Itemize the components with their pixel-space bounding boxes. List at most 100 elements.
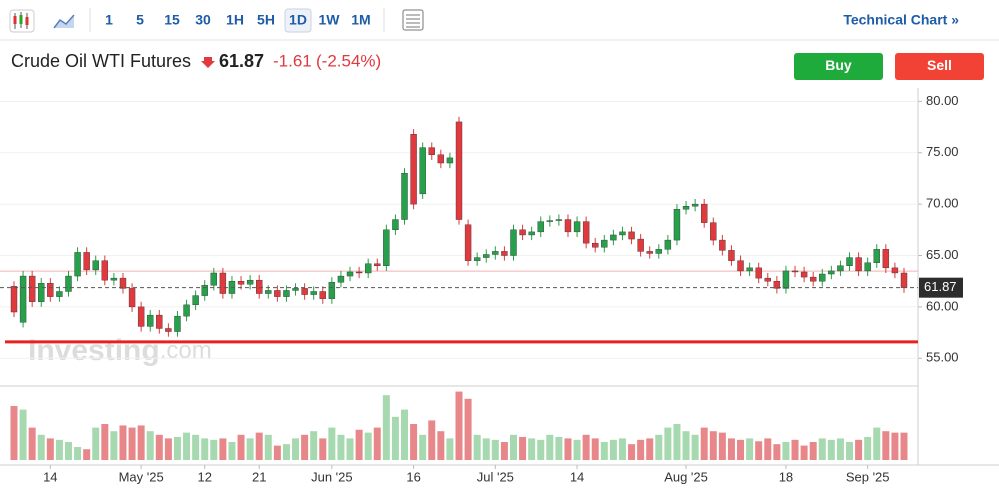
candle-body	[310, 291, 317, 295]
candle-body	[410, 134, 417, 205]
candle-body	[483, 254, 490, 258]
layout-icon[interactable]	[402, 9, 424, 31]
volume-bar	[428, 420, 436, 460]
area-icon[interactable]	[53, 14, 75, 29]
volume-bar	[401, 409, 409, 460]
watermark-brand: Investing	[28, 334, 160, 367]
candle-body	[219, 272, 227, 294]
candle-body	[10, 286, 18, 313]
interval-button[interactable]: 5H	[257, 12, 275, 28]
volume-bar	[55, 439, 63, 460]
candle-body	[510, 229, 517, 256]
candle-body	[156, 314, 163, 329]
interval-button[interactable]: 1H	[226, 12, 244, 28]
interval-button[interactable]: 5	[136, 12, 144, 28]
interval-button[interactable]: 15	[164, 12, 180, 28]
candle-icon[interactable]	[9, 9, 35, 33]
volume-bar	[509, 434, 517, 460]
candle-body	[92, 260, 99, 271]
candle-body	[828, 270, 835, 275]
candle-body	[74, 252, 81, 277]
y-tick-label: 80.00	[926, 93, 959, 108]
volume-bar	[582, 434, 590, 460]
candle-body	[383, 229, 390, 266]
candle-body	[401, 173, 408, 220]
volume-bar	[555, 436, 563, 460]
volume-bar	[800, 445, 808, 460]
candle-body	[174, 315, 181, 332]
watermark: Investing.com	[28, 334, 212, 367]
candle-body	[364, 263, 372, 274]
volume-bar	[382, 395, 390, 460]
candle-body	[283, 290, 290, 297]
candle-body	[664, 239, 672, 250]
instrument-title: Crude Oil WTI Futures	[11, 51, 191, 71]
candle-body	[891, 267, 899, 274]
volume-bar	[292, 438, 300, 460]
volume-bar	[273, 445, 281, 460]
candle-body	[782, 270, 790, 289]
volume-bar	[637, 439, 645, 460]
y-tick-label: 75.00	[926, 144, 959, 159]
buy-label[interactable]: Buy	[825, 57, 852, 73]
y-tick-label: 60.00	[926, 298, 959, 313]
sell-label[interactable]: Sell	[927, 57, 952, 73]
candle-body	[56, 291, 63, 297]
candle-body	[28, 275, 36, 302]
volume-bar	[500, 442, 508, 460]
interval-button[interactable]: 1M	[351, 12, 370, 28]
volume-bar	[201, 438, 209, 460]
candle-body	[210, 272, 217, 286]
volume-bar	[655, 434, 663, 460]
candle-body	[101, 260, 109, 281]
volume-bar	[28, 427, 36, 460]
interval-button[interactable]: 1D	[289, 12, 307, 28]
interval-button[interactable]: 30	[195, 12, 211, 28]
last-price-tag-label: 61.87	[924, 279, 957, 294]
volume-bar	[473, 434, 481, 460]
volume-bar	[155, 434, 163, 460]
candle-body	[519, 229, 526, 236]
volume-bar	[646, 438, 654, 460]
sell-button[interactable]	[895, 53, 984, 80]
volume-bar	[173, 436, 181, 460]
candle-body	[864, 262, 871, 272]
candle-body	[183, 304, 190, 317]
buy-button[interactable]	[794, 53, 883, 80]
volume-bar	[537, 439, 545, 460]
candle-body	[301, 288, 308, 295]
interval-button[interactable]: 1W	[319, 12, 341, 28]
candle-body	[637, 238, 644, 252]
candle-body	[537, 221, 544, 233]
candle-body	[65, 275, 72, 292]
volume-bar	[464, 398, 472, 460]
candle-body	[555, 219, 563, 221]
volume-bar	[83, 449, 91, 460]
volume-bar	[37, 434, 45, 460]
candle-body	[455, 121, 463, 220]
volume-bar	[110, 431, 118, 460]
technical-chart-link[interactable]: Technical Chart »	[843, 12, 959, 28]
interval-button[interactable]: 1	[105, 12, 113, 28]
volume-bar	[419, 434, 427, 460]
candle-body	[791, 270, 799, 273]
x-tick-label: Jun '25	[311, 469, 353, 484]
volume-bar	[546, 434, 554, 460]
candle-body	[419, 147, 426, 195]
candle-body	[628, 231, 635, 240]
candle-body	[682, 205, 690, 210]
candle-body	[165, 328, 172, 332]
volume-bar	[718, 432, 726, 460]
candle-body	[673, 209, 681, 241]
volume-bar	[782, 442, 790, 460]
candle-body	[110, 277, 118, 281]
volume-bar	[573, 439, 581, 460]
candle-body	[701, 203, 708, 223]
volume-bar	[373, 427, 381, 460]
candle-body	[192, 295, 199, 306]
x-tick-label: May '25	[119, 469, 164, 484]
volume-bar	[101, 424, 109, 460]
volume-bar	[519, 436, 527, 460]
interval-selected[interactable]	[284, 8, 312, 33]
